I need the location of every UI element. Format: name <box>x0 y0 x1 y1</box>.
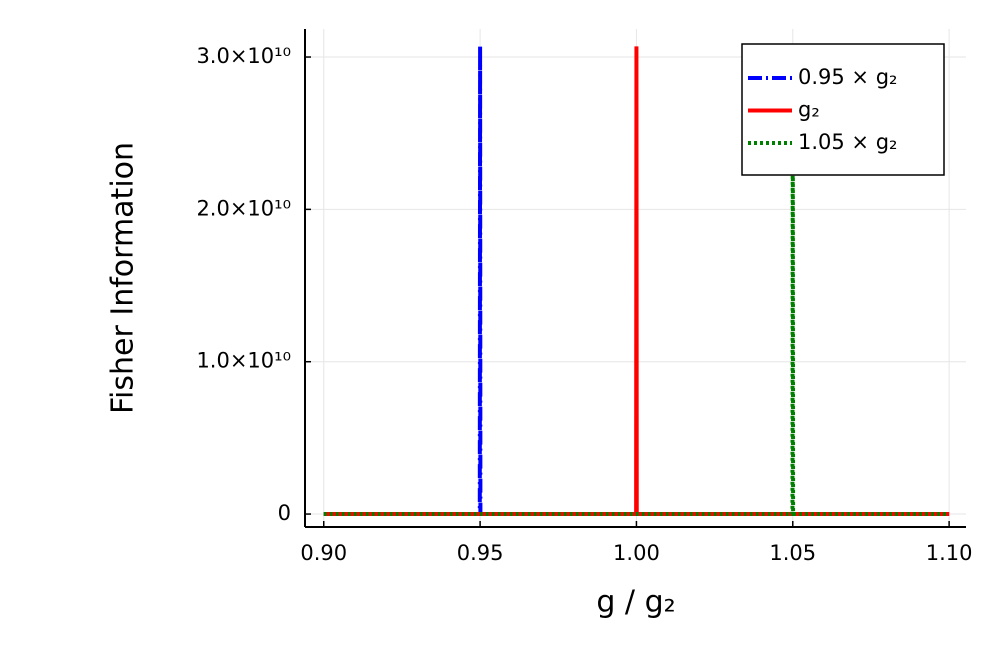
y-tick-label: 1.0×10¹⁰ <box>196 349 291 373</box>
legend: 0.95 × g₂ g₂ 1.05 × g₂ <box>741 43 945 176</box>
x-tick-label: 1.05 <box>769 541 816 565</box>
y-tick-label: 3.0×10¹⁰ <box>196 44 291 68</box>
series-line <box>323 46 950 517</box>
x-axis-label: g / g₂ <box>596 585 675 620</box>
x-tick-label: 1.10 <box>926 541 973 565</box>
x-tick-label: 0.90 <box>300 541 347 565</box>
y-axis-label: Fisher Information <box>106 142 141 414</box>
x-tick-label: 0.95 <box>457 541 504 565</box>
y-tick-label: 2.0×10¹⁰ <box>196 196 291 220</box>
legend-label: g₂ <box>798 98 820 122</box>
y-tick-label: 0 <box>278 501 291 525</box>
legend-label: 0.95 × g₂ <box>798 65 897 89</box>
x-tick-label: 1.00 <box>613 541 660 565</box>
legend-label: 1.05 × g₂ <box>798 130 897 154</box>
